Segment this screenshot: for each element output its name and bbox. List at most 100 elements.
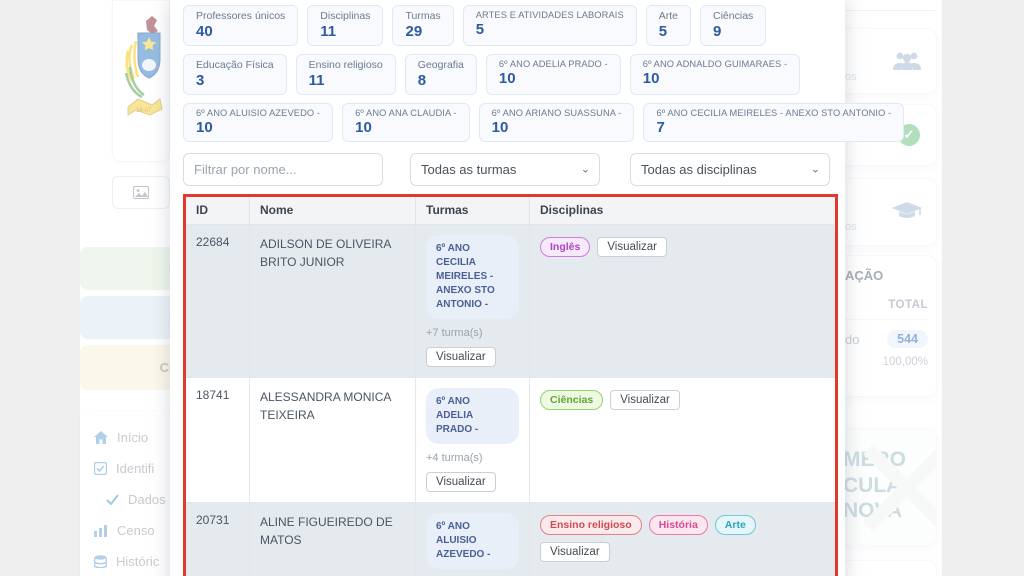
table-row: 20731 ALINE FIGUEIREDO DE MATOS 6º ANO A… xyxy=(186,502,835,576)
disciplina-badge: Inglês xyxy=(540,237,591,257)
home-icon xyxy=(94,431,108,444)
stat-value: 9 xyxy=(713,23,722,40)
visualizar-disciplinas-button[interactable]: Visualizar xyxy=(540,542,610,562)
svg-text:16-07: 16-07 xyxy=(136,108,152,114)
disciplina-badge: Arte xyxy=(714,515,756,535)
turma-badge: 6º ANO ADELIA PRADO - xyxy=(426,388,519,444)
total-column-header: TOTAL xyxy=(845,299,928,320)
stat-ana-claudia: 6º ANO ANA CLAUDIA - 10 xyxy=(342,103,470,142)
stat-label: ARTES E ATIVIDADES LABORAIS xyxy=(475,10,624,20)
stat-professores-unicos: Professores únicos 40 xyxy=(183,5,299,46)
stat-disciplinas: Disciplinas 11 xyxy=(307,5,384,46)
total-percentage: 100,00% xyxy=(882,356,928,368)
database-icon xyxy=(94,555,107,568)
stat-value: 11 xyxy=(308,72,325,89)
table-row: 18741 ALESSANDRA MONICA TEIXEIRA 6º ANO … xyxy=(186,377,835,502)
cell-id: 20731 xyxy=(186,503,250,576)
image-icon xyxy=(133,186,149,199)
chevron-down-icon: ⌄ xyxy=(810,163,820,176)
stat-label: Educação Física xyxy=(196,59,274,71)
stat-label: 6º ANO ARIANO SUASSUNA - xyxy=(491,108,622,118)
situacao-title: AÇÃO xyxy=(845,268,884,283)
stat-value: 10 xyxy=(498,70,516,87)
disciplina-badge: Ensino religioso xyxy=(540,515,642,535)
total-row: do 544 xyxy=(845,330,928,348)
situacao-table-card: AÇÃO TOTAL do 544 100,00% xyxy=(838,255,937,397)
sidebar-item-identificacao[interactable]: Identifi xyxy=(94,453,192,484)
stat-value: 5 xyxy=(658,23,668,40)
turma-badge: 6º ANO CECILIA MEIRELES - ANEXO STO ANTO… xyxy=(426,235,519,319)
stat-value: 5 xyxy=(475,21,485,38)
visualizar-turmas-button[interactable]: Visualizar xyxy=(426,472,496,492)
visualizar-disciplinas-button[interactable]: Visualizar xyxy=(610,390,680,410)
stat-value: 40 xyxy=(196,23,213,40)
stats-row-2: Educação Física 3 Ensino religioso 11 Ge… xyxy=(183,54,835,95)
disciplina-badge: História xyxy=(648,515,708,535)
stat-value: 10 xyxy=(196,119,213,136)
sidebar-item-label: Dados xyxy=(128,492,166,507)
stat-turmas: Turmas 29 xyxy=(392,5,454,46)
stat-label: Turmas xyxy=(405,10,441,22)
sidebar-item-label: Históric xyxy=(116,554,160,569)
disciplinas-select[interactable]: Todas as disciplinas ⌄ xyxy=(630,153,830,186)
sidebar-item-dados[interactable]: Dados xyxy=(94,484,192,515)
visualizar-turmas-button[interactable]: Visualizar xyxy=(426,347,496,367)
disciplina-badge: Ciências xyxy=(540,390,604,410)
stat-label: 6º ANO ANA CLAUDIA - xyxy=(355,108,457,118)
stat-label: Arte xyxy=(658,10,679,22)
cell-turmas: 6º ANO ALUISIO AZEVEDO - +13 turma(s) Vi… xyxy=(416,503,530,576)
stat-label: Professores únicos xyxy=(196,10,286,22)
watermark-x-shape xyxy=(864,439,936,529)
upload-image-button[interactable] xyxy=(112,176,170,209)
cell-turmas: 6º ANO CECILIA MEIRELES - ANEXO STO ANTO… xyxy=(416,225,530,377)
stat-value: 10 xyxy=(355,119,372,136)
sidebar-item-inicio[interactable]: Início xyxy=(94,422,192,453)
cell-disciplinas: Ciências Visualizar xyxy=(530,378,835,502)
stat-ariano-suassuna: 6º ANO ARIANO SUASSUNA - 10 xyxy=(478,103,635,142)
stat-label: Geografia xyxy=(417,59,464,71)
header-nome: Nome xyxy=(250,197,416,224)
cell-nome: ALINE FIGUEIREDO DE MATOS xyxy=(250,503,416,576)
cell-id: 18741 xyxy=(186,378,250,502)
filter-name-input[interactable] xyxy=(183,153,383,186)
sidebar-item-censo[interactable]: Censo xyxy=(94,515,192,546)
graduation-cap-icon xyxy=(892,202,922,218)
cell-nome: ALESSANDRA MONICA TEIXEIRA xyxy=(250,378,416,502)
stat-value: 29 xyxy=(405,23,423,40)
stat-value: 10 xyxy=(491,119,509,136)
stat-ciencias: Ciências 9 xyxy=(700,5,767,46)
row-in-box: IN xyxy=(80,296,184,339)
turma-more-label: +4 turma(s) xyxy=(426,452,483,464)
stat-aluisio-azevedo: 6º ANO ALUISIO AZEVEDO - 10 xyxy=(183,103,334,142)
bar-chart-icon xyxy=(94,524,107,537)
students-summary-card: os xyxy=(838,28,937,94)
header-turmas: Turmas xyxy=(416,197,530,224)
stat-ensino-religioso: Ensino religioso 11 xyxy=(295,54,396,95)
stat-value: 10 xyxy=(642,70,660,87)
sidebar-item-label: Início xyxy=(117,430,149,445)
disciplinas-select-value: Todas as disciplinas xyxy=(641,162,757,177)
check-icon xyxy=(106,494,119,505)
table-row: 22684 ADILSON DE OLIVEIRA BRITO JUNIOR 6… xyxy=(186,224,835,377)
background-right-margin xyxy=(942,0,1024,576)
cell-nome: ADILSON DE OLIVEIRA BRITO JUNIOR xyxy=(250,225,416,377)
sidebar-item-historico[interactable]: Históric xyxy=(94,546,192,576)
stat-adelia-prado: 6º ANO ADELIA PRADO - 10 xyxy=(485,54,621,95)
matricula-nova-card: MERO CULA NOVA xyxy=(838,428,937,546)
stat-value: 8 xyxy=(417,72,427,89)
professores-panel: Professores únicos 40 Disciplinas 11 Tur… xyxy=(170,0,905,576)
turmas-select[interactable]: Todas as turmas ⌄ xyxy=(410,153,600,186)
row-id-box: ID xyxy=(80,247,184,290)
cutoff-label: os xyxy=(845,221,857,233)
sidebar-item-label: Censo xyxy=(117,523,155,538)
stat-label: 6º ANO ADNALDO GUIMARAES - xyxy=(642,59,788,69)
cutoff-label: os xyxy=(845,71,857,83)
school-crest-logo: 16-07 xyxy=(124,16,163,116)
stat-label: Ensino religioso xyxy=(308,59,383,71)
stat-educacao-fisica: Educação Física 3 xyxy=(183,54,287,95)
partial-card xyxy=(838,560,937,576)
stat-cecilia-meireles: 6º ANO CECILIA MEIRELES - ANEXO STO ANTO… xyxy=(643,103,905,142)
stat-label: 6º ANO CECILIA MEIRELES - ANEXO STO ANTO… xyxy=(656,108,892,118)
visualizar-disciplinas-button[interactable]: Visualizar xyxy=(597,237,667,257)
